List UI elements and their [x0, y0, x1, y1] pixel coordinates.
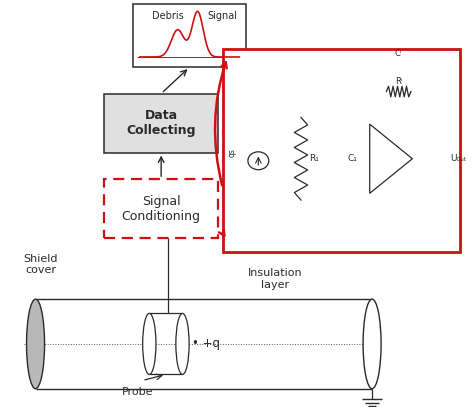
Text: R₁: R₁	[310, 154, 319, 163]
Text: +: +	[374, 169, 383, 179]
Bar	[104, 179, 218, 238]
Bar	[104, 94, 218, 153]
Bar	[223, 49, 460, 252]
Text: Insulation
layer: Insulation layer	[247, 268, 302, 290]
Text: Cⁱ: Cⁱ	[395, 49, 402, 58]
Text: Probe: Probe	[122, 387, 153, 397]
Text: C₁: C₁	[347, 154, 357, 163]
Ellipse shape	[27, 299, 45, 389]
Bar	[133, 4, 246, 67]
Polygon shape	[370, 124, 412, 193]
Ellipse shape	[176, 313, 189, 374]
Circle shape	[248, 152, 269, 170]
Text: Signal: Signal	[207, 11, 237, 22]
Text: -: -	[374, 138, 378, 148]
Text: Debris: Debris	[152, 11, 183, 22]
Text: Rⁱ: Rⁱ	[395, 77, 402, 86]
Ellipse shape	[143, 313, 156, 374]
Ellipse shape	[363, 299, 381, 389]
Bar	[275, 94, 351, 220]
Text: Signal
Conditioning: Signal Conditioning	[122, 195, 201, 223]
Text: Shield
cover: Shield cover	[24, 254, 58, 276]
Text: qs: qs	[228, 148, 237, 157]
Text: U₀ᵤₜ: U₀ᵤₜ	[450, 154, 467, 163]
Text: Data
Collecting: Data Collecting	[127, 109, 196, 137]
Text: • +q: • +q	[192, 337, 220, 350]
